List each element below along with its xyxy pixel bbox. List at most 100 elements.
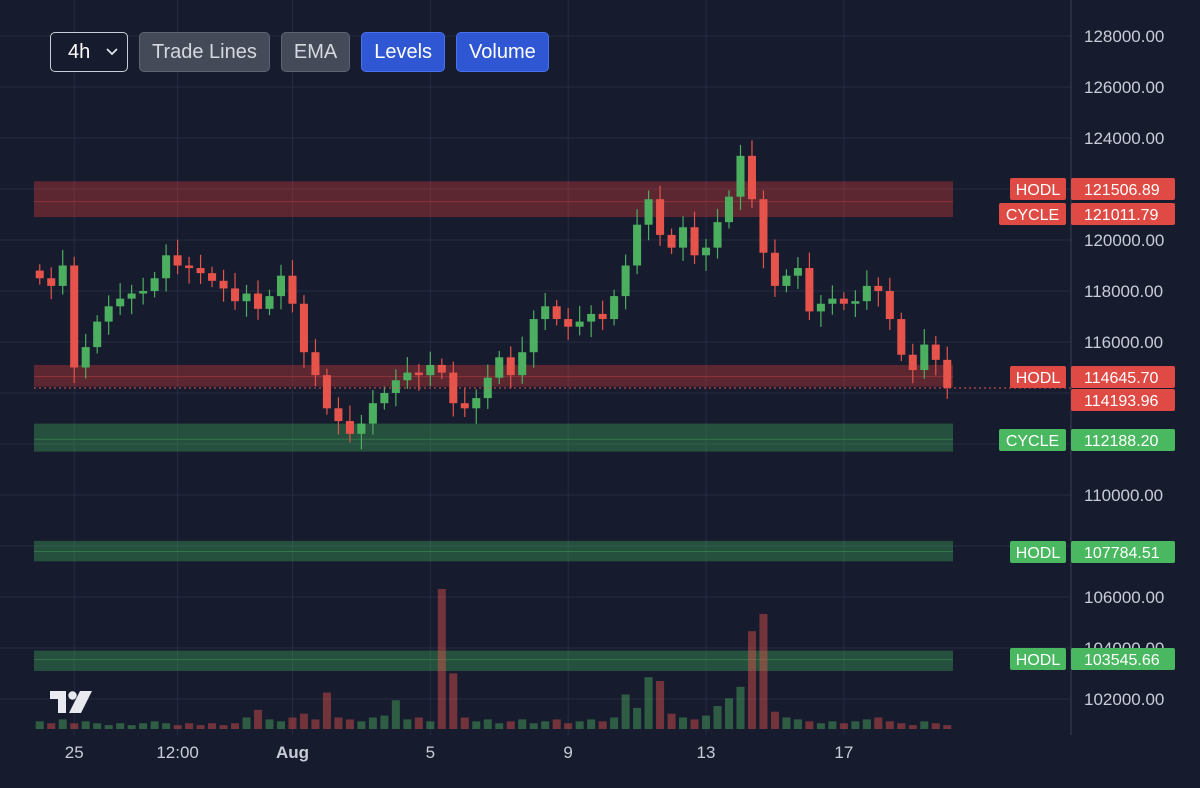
candle: [173, 239, 182, 275]
level-value-text: 112188.20: [1084, 433, 1159, 450]
level-value-bg: [1071, 541, 1175, 563]
level-value-bg: [1071, 648, 1175, 670]
candle: [460, 387, 469, 417]
volume-bar: [299, 713, 308, 729]
volume-bar: [345, 719, 354, 729]
candle-body: [472, 398, 481, 409]
candle: [759, 190, 768, 269]
candle-body: [93, 321, 102, 348]
candle: [552, 299, 561, 326]
candle-body: [368, 403, 377, 424]
volume-bar: [139, 723, 148, 729]
volume-bar: [552, 719, 561, 729]
level-tag-bg: [1010, 648, 1066, 670]
level-tag-bg: [1010, 366, 1066, 388]
ema-button[interactable]: EMA: [280, 32, 351, 72]
candle-body: [288, 275, 297, 304]
x-tick-label: 9: [563, 743, 572, 762]
volume-bar: [598, 721, 607, 729]
candle-body: [403, 372, 412, 381]
level-value-text: 103545.66: [1084, 652, 1160, 669]
volume-bar: [472, 721, 481, 729]
volume-bar: [460, 717, 469, 729]
volume-bar: [920, 721, 929, 729]
candle-body: [805, 268, 814, 312]
candle-body: [690, 227, 699, 256]
volume-bar: [701, 715, 711, 729]
candle: [862, 270, 871, 310]
level-tag-text: HODL: [1016, 652, 1061, 669]
last-price-label: 114193.96: [1071, 389, 1175, 411]
candle-body: [58, 265, 67, 286]
candle: [483, 364, 492, 410]
candle: [276, 264, 286, 310]
timeframe-select[interactable]: 4h: [50, 32, 128, 72]
y-tick-label: 118000.00: [1084, 282, 1163, 301]
volume-bar: [679, 717, 688, 729]
candle-body: [196, 268, 205, 274]
candle: [139, 277, 148, 305]
level-band: [34, 650, 953, 671]
volume-bar: [93, 723, 102, 729]
candle-body: [219, 280, 228, 289]
volume-bar: [644, 677, 653, 729]
candle-body: [644, 199, 653, 225]
candle: [839, 292, 848, 311]
volume-button[interactable]: Volume: [456, 32, 549, 72]
candle: [231, 272, 240, 310]
candle: [93, 315, 102, 354]
level-label: HODL 114645.70: [1010, 366, 1175, 388]
last-price-bg: [1071, 389, 1175, 411]
candle-body: [862, 285, 871, 302]
candle: [449, 361, 458, 417]
candle: [58, 249, 67, 295]
volume-bar: [506, 721, 515, 729]
candle-body: [139, 291, 148, 294]
tradingview-logo-icon[interactable]: [50, 691, 94, 715]
candle-body: [276, 275, 286, 297]
candle: [920, 328, 929, 379]
candle: [518, 336, 527, 384]
chart-toolbar: 4h Trade Lines EMA Levels Volume: [50, 32, 549, 72]
volume-bar: [196, 725, 205, 729]
candle-body: [460, 403, 469, 409]
candle: [242, 284, 251, 317]
volume-bar: [851, 721, 860, 729]
candle-body: [621, 265, 630, 297]
candle: [793, 257, 802, 289]
candle-body: [874, 285, 883, 291]
candle-body: [587, 313, 596, 322]
volume-bar: [219, 725, 228, 729]
candle-body: [541, 306, 550, 320]
volume-bar: [380, 715, 389, 729]
candle-body: [253, 293, 263, 309]
candle-body: [793, 268, 802, 276]
levels-button[interactable]: Levels: [361, 32, 446, 72]
volume-bar: [426, 721, 435, 729]
candle: [782, 269, 791, 293]
volume-bar: [185, 723, 194, 729]
volume-bar: [322, 692, 331, 729]
candle: [667, 228, 676, 255]
candle-body: [759, 199, 768, 253]
candle: [357, 414, 366, 450]
candle-body: [701, 247, 711, 256]
time-axis: 25 12:00 Aug 5 9 13 17: [65, 743, 854, 762]
volume-bar: [357, 721, 366, 729]
volume-bar: [908, 725, 917, 729]
volume-bar: [104, 725, 113, 729]
volume-bar: [897, 723, 906, 729]
trade-lines-button[interactable]: Trade Lines: [139, 32, 270, 72]
candle: [610, 289, 619, 326]
volume-bar: [58, 719, 67, 729]
candle: [747, 140, 756, 208]
candle: [150, 271, 159, 298]
candle: [564, 308, 573, 340]
candle-body: [851, 301, 860, 304]
candle: [679, 216, 688, 261]
candle-body: [70, 265, 79, 368]
level-label: CYCLE 121011.79: [999, 203, 1175, 225]
candle-body: [770, 252, 779, 286]
candle-body: [943, 359, 952, 388]
